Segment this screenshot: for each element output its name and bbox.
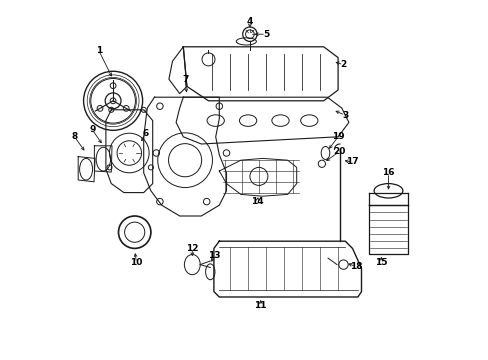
Text: 13: 13	[207, 251, 220, 260]
Text: 14: 14	[250, 197, 263, 206]
Text: 6: 6	[142, 129, 148, 138]
Text: 4: 4	[246, 17, 253, 26]
Text: 7: 7	[182, 75, 188, 84]
Text: 10: 10	[130, 258, 142, 267]
Text: 8: 8	[71, 132, 78, 141]
Polygon shape	[183, 47, 337, 101]
Polygon shape	[106, 110, 152, 193]
Text: 3: 3	[342, 111, 348, 120]
Text: 1: 1	[95, 46, 102, 55]
Text: 17: 17	[346, 157, 358, 166]
Polygon shape	[176, 97, 348, 144]
Text: 20: 20	[333, 147, 346, 156]
Text: 2: 2	[340, 60, 346, 69]
Text: 19: 19	[331, 132, 344, 141]
Text: 15: 15	[374, 258, 387, 267]
Polygon shape	[78, 157, 95, 182]
Text: 9: 9	[89, 125, 95, 134]
Text: 12: 12	[185, 244, 198, 253]
Polygon shape	[94, 146, 112, 172]
Text: 11: 11	[254, 302, 266, 310]
Text: 18: 18	[349, 262, 362, 271]
Text: 16: 16	[382, 168, 394, 177]
Text: 5: 5	[263, 30, 269, 39]
Polygon shape	[219, 158, 296, 196]
Polygon shape	[213, 241, 361, 297]
Polygon shape	[143, 97, 226, 216]
Polygon shape	[368, 205, 407, 254]
